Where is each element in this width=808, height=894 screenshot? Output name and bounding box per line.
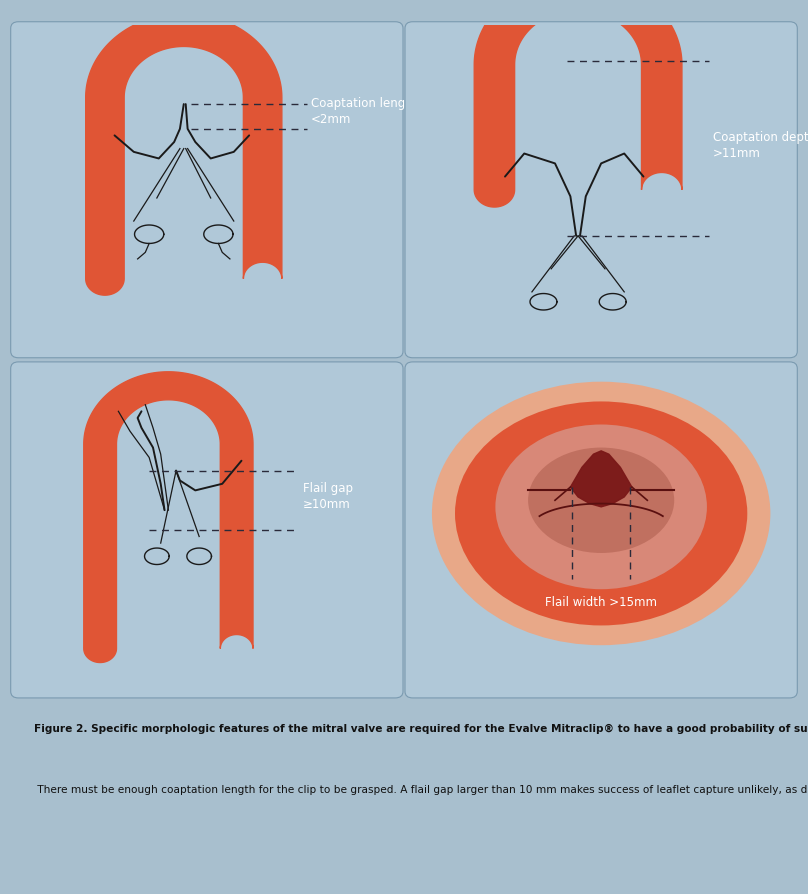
Text: Flail gap
≥10mm: Flail gap ≥10mm	[303, 483, 353, 511]
Polygon shape	[84, 372, 253, 662]
Text: There must be enough coaptation length for the clip to be grasped. A flail gap l: There must be enough coaptation length f…	[34, 785, 808, 795]
Text: Coaptation depth
>11mm: Coaptation depth >11mm	[713, 131, 808, 160]
FancyBboxPatch shape	[405, 362, 797, 698]
Ellipse shape	[495, 425, 707, 589]
Text: Flail width >15mm: Flail width >15mm	[545, 595, 657, 609]
Text: Figure 2. Specific morphologic features of the mitral valve are required for the: Figure 2. Specific morphologic features …	[34, 724, 808, 734]
Ellipse shape	[455, 401, 747, 626]
Polygon shape	[474, 0, 682, 207]
FancyBboxPatch shape	[405, 21, 797, 358]
Polygon shape	[570, 451, 632, 507]
Ellipse shape	[528, 448, 674, 553]
Polygon shape	[86, 13, 282, 295]
Ellipse shape	[432, 382, 770, 645]
FancyBboxPatch shape	[11, 362, 403, 698]
Text: Coaptation length
<2mm: Coaptation length <2mm	[311, 97, 417, 126]
FancyBboxPatch shape	[11, 21, 403, 358]
